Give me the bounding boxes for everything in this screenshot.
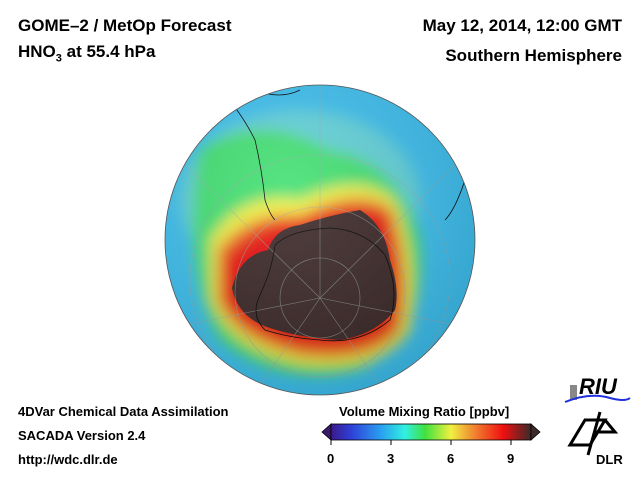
dlr-logo-text: DLR [596,452,623,467]
datetime: May 12, 2014, 12:00 GMT [422,16,622,35]
footer-line2: SACADA Version 2.4 [18,428,146,443]
dlr-logo-icon [567,411,619,456]
riu-logo-icon [564,385,631,403]
species-subscript: 3 [55,52,62,65]
colorbar-min-arrow [321,423,332,441]
species-level: HNO3 at 55.4 hPa [18,42,155,64]
product-title: GOME–2 / MetOp Forecast [18,16,232,35]
region: Southern Hemisphere [445,46,622,65]
tick-label-0: 0 [327,451,335,466]
colorbar-title: Volume Mixing Ratio [ppbv] [339,404,510,419]
tick-label-9: 9 [507,451,515,466]
colorbar [330,423,532,441]
globe-outline [164,84,476,396]
colorbar-max-arrow [530,423,541,441]
riu-logo-text: RIU [579,374,617,399]
tick-label-6: 6 [447,451,455,466]
level: at 55.4 hPa [61,42,156,61]
footer-line1: 4DVar Chemical Data Assimilation [18,404,229,419]
tick-label-3: 3 [387,451,395,466]
footer-url[interactable]: http://wdc.dlr.de [18,452,118,467]
species: HNO [18,42,56,61]
